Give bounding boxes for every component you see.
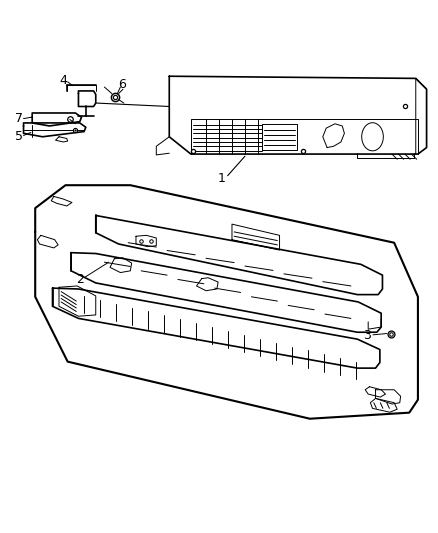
- Text: 5: 5: [15, 130, 23, 143]
- Text: 6: 6: [118, 78, 126, 91]
- Text: 4: 4: [60, 74, 67, 87]
- Text: 1: 1: [217, 172, 225, 185]
- Text: 3: 3: [363, 329, 371, 342]
- Text: 2: 2: [76, 273, 84, 286]
- Text: 7: 7: [15, 112, 23, 125]
